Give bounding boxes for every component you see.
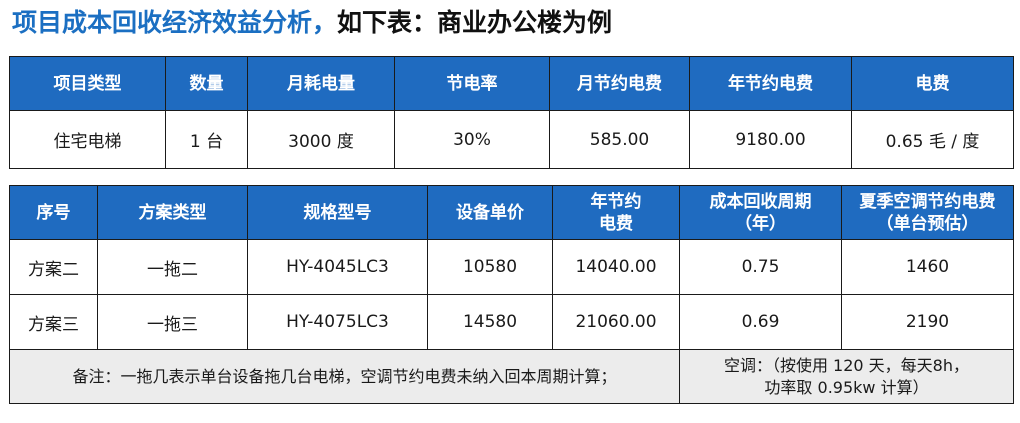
table-cell: 30% — [394, 110, 550, 169]
table-cell: 一拖三 — [97, 294, 248, 350]
table-cell: 0.65 毛 / 度 — [851, 110, 1014, 169]
project-type-table: 项目类型 数量 月耗电量 节电率 月节约电费 年节约电费 电费 住宅电梯 1 台… — [9, 56, 1014, 169]
table-cell: HY-4045LC3 — [247, 239, 428, 295]
scheme-table: 序号 方案类型 规格型号 设备单价 年节约电费 成本回收周期（年） 夏季空调节约… — [9, 185, 1014, 404]
table-cell: 一拖二 — [97, 239, 248, 295]
table-row: 方案二 一拖二 HY-4045LC3 10580 14040.00 0.75 1… — [9, 239, 1014, 295]
header-cell: 设备单价 — [427, 185, 553, 240]
table-header-row: 序号 方案类型 规格型号 设备单价 年节约电费 成本回收周期（年） 夏季空调节约… — [9, 185, 1014, 240]
header-cell: 电费 — [851, 56, 1014, 111]
header-cell: 节电率 — [394, 56, 550, 111]
page-title: 项目成本回收经济效益分析，如下表：商业办公楼为例 — [12, 6, 612, 40]
note-left: 备注：一拖几表示单台设备拖几台电梯，空调节约电费未纳入回本周期计算； — [9, 349, 680, 404]
note-right: 空调：（按使用 120 天，每天8h， 功率取 0.95kw 计算） — [679, 349, 1014, 404]
header-cell: 项目类型 — [9, 56, 166, 111]
table-row: 方案三 一拖三 HY-4075LC3 14580 21060.00 0.69 2… — [9, 294, 1014, 350]
table-cell: 2190 — [841, 294, 1014, 350]
header-cell: 数量 — [165, 56, 248, 111]
table-cell: 10580 — [427, 239, 553, 295]
table-cell: 585.00 — [549, 110, 690, 169]
table-cell: 0.75 — [679, 239, 842, 295]
header-cell: 夏季空调节约电费（单台预估） — [841, 185, 1014, 240]
header-cell: 规格型号 — [247, 185, 428, 240]
title-comma: ， — [312, 8, 338, 37]
header-cell: 年节约电费 — [552, 185, 680, 240]
title-main: 项目成本回收经济效益分析 — [12, 8, 313, 37]
header-cell: 年节约电费 — [689, 56, 852, 111]
table-cell: HY-4075LC3 — [247, 294, 428, 350]
table-cell: 1 台 — [165, 110, 248, 169]
header-cell: 月耗电量 — [247, 56, 395, 111]
table-cell: 1460 — [841, 239, 1014, 295]
header-cell: 月节约电费 — [549, 56, 690, 111]
title-sub: 如下表：商业办公楼为例 — [337, 8, 613, 37]
note-row: 备注：一拖几表示单台设备拖几台电梯，空调节约电费未纳入回本周期计算； 空调：（按… — [9, 349, 1014, 404]
table-cell: 9180.00 — [689, 110, 852, 169]
header-cell: 方案类型 — [97, 185, 248, 240]
table-cell: 21060.00 — [552, 294, 680, 350]
table-row: 住宅电梯 1 台 3000 度 30% 585.00 9180.00 0.65 … — [9, 110, 1014, 169]
table-cell: 方案二 — [9, 239, 98, 295]
header-cell: 成本回收周期（年） — [679, 185, 842, 240]
table-cell: 3000 度 — [247, 110, 395, 169]
header-cell: 序号 — [9, 185, 98, 240]
table-cell: 0.69 — [679, 294, 842, 350]
table-cell: 方案三 — [9, 294, 98, 350]
table-cell: 住宅电梯 — [9, 110, 166, 169]
table-cell: 14040.00 — [552, 239, 680, 295]
table-header-row: 项目类型 数量 月耗电量 节电率 月节约电费 年节约电费 电费 — [9, 56, 1014, 111]
table-cell: 14580 — [427, 294, 553, 350]
